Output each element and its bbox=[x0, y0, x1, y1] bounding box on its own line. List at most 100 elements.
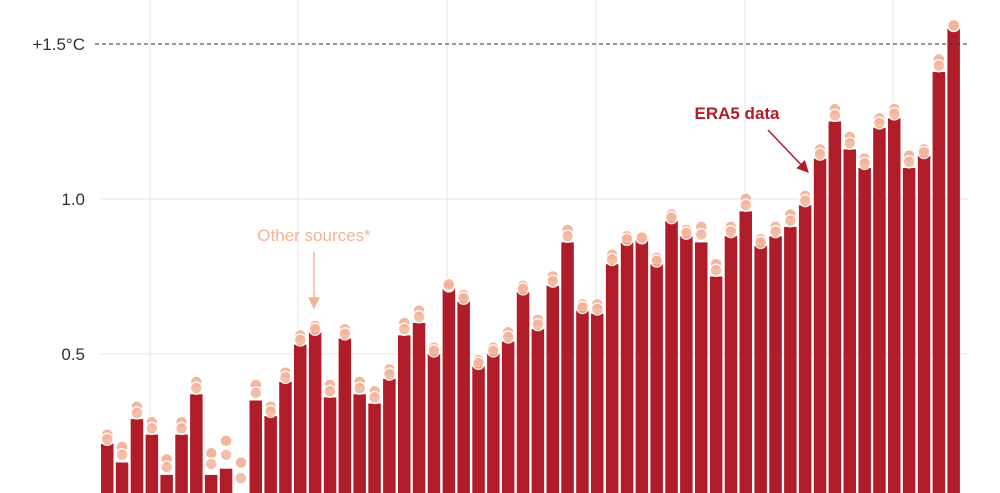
other-sources-dot bbox=[887, 107, 902, 121]
annotation-era5-data: ERA5 data bbox=[694, 104, 780, 123]
other-sources-dot bbox=[278, 370, 293, 385]
other-sources-dot bbox=[828, 108, 842, 123]
era5-bar bbox=[115, 462, 129, 493]
other-sources-dot bbox=[679, 226, 694, 240]
y-tick-label: 0.5 bbox=[61, 345, 85, 364]
other-sources-dot bbox=[694, 227, 709, 242]
other-sources-dot bbox=[486, 344, 501, 358]
other-sources-dot bbox=[783, 213, 798, 228]
other-sources-dot bbox=[739, 198, 753, 212]
annotations: Other sources* ERA5 data bbox=[257, 104, 809, 310]
era5-bar bbox=[308, 332, 322, 493]
era5-bar bbox=[412, 323, 426, 493]
era5-bar bbox=[353, 394, 366, 493]
era5-bar bbox=[947, 25, 960, 493]
other-sources-dot bbox=[531, 317, 545, 332]
era5-bar bbox=[383, 378, 396, 493]
era5-bar bbox=[546, 285, 559, 493]
era5-bar bbox=[917, 155, 931, 493]
other-sources-dot bbox=[219, 434, 233, 448]
y-axis-ticks: 0.5 1.0 +1.5°C bbox=[32, 35, 85, 364]
other-sources-dot bbox=[798, 193, 812, 208]
era5-bar bbox=[665, 220, 678, 493]
era5-bar bbox=[457, 301, 470, 493]
other-sources-dot bbox=[397, 322, 412, 336]
other-sources-dot bbox=[159, 460, 174, 474]
era5-bar bbox=[576, 310, 589, 493]
era5-bar bbox=[858, 168, 871, 493]
era5-bar bbox=[398, 335, 411, 493]
era5-bar bbox=[101, 443, 114, 493]
annotation-era5-data-arrow bbox=[767, 129, 809, 173]
era5-bar bbox=[680, 236, 693, 493]
other-sources-dot bbox=[204, 457, 218, 471]
era5-bar bbox=[487, 354, 500, 493]
other-sources-dot bbox=[872, 116, 887, 130]
era5-bar bbox=[130, 419, 144, 493]
other-sources-dot bbox=[590, 302, 605, 316]
era5-bar bbox=[739, 211, 752, 493]
other-sources-dot bbox=[724, 224, 738, 239]
other-sources-dot bbox=[946, 18, 961, 33]
annotation-other-sources: Other sources* bbox=[257, 226, 371, 245]
era5-bar bbox=[902, 168, 916, 493]
y-tick-label: 1.0 bbox=[61, 190, 85, 209]
other-sources-dot bbox=[323, 384, 337, 398]
era5-bar bbox=[724, 236, 738, 493]
era5-bar bbox=[709, 276, 723, 493]
other-sources-dot bbox=[234, 471, 248, 485]
era5-bar bbox=[650, 264, 663, 493]
other-sources-dot bbox=[917, 145, 931, 160]
other-sources-dot bbox=[709, 263, 723, 278]
other-sources-dot bbox=[649, 254, 664, 268]
era5-bar bbox=[932, 71, 946, 493]
other-sources-dot bbox=[471, 356, 486, 371]
era5-bar bbox=[620, 242, 634, 493]
other-sources-dot bbox=[382, 367, 397, 381]
other-sources-dot bbox=[546, 274, 560, 288]
other-sources-dot bbox=[352, 381, 367, 395]
era5-bar bbox=[501, 341, 515, 493]
era5-bar bbox=[561, 242, 574, 493]
era5-bar bbox=[175, 434, 188, 493]
era5-bar bbox=[442, 282, 456, 493]
other-sources-dot bbox=[412, 310, 426, 324]
era5-bar bbox=[204, 474, 218, 493]
era5-bar bbox=[368, 403, 381, 493]
era5-bar bbox=[784, 226, 797, 493]
era5-bar bbox=[472, 366, 485, 493]
other-sources-dot bbox=[516, 282, 530, 296]
other-sources-dot bbox=[100, 432, 115, 447]
other-sources-dot bbox=[813, 147, 827, 161]
era5-bar bbox=[769, 236, 782, 493]
era5-bar bbox=[323, 397, 337, 493]
other-sources-dot bbox=[427, 344, 441, 358]
bars bbox=[101, 25, 960, 493]
other-sources-dot bbox=[620, 232, 634, 247]
other-sources-dot bbox=[442, 277, 456, 292]
other-sources-dot bbox=[456, 291, 471, 305]
era5-bar bbox=[145, 434, 159, 493]
era5-bar bbox=[888, 118, 901, 493]
era5-bar bbox=[873, 127, 886, 493]
era5-bar bbox=[249, 400, 262, 493]
other-sources-dot bbox=[234, 455, 248, 470]
other-sources-dot bbox=[857, 156, 872, 171]
era5-bar bbox=[279, 381, 292, 493]
era5-bar bbox=[813, 158, 827, 493]
era5-bar bbox=[338, 338, 352, 493]
era5-bar bbox=[754, 245, 767, 493]
era5-bar bbox=[190, 394, 203, 493]
era5-bar bbox=[798, 205, 812, 493]
other-sources-dot bbox=[753, 235, 768, 250]
other-sources-dot bbox=[664, 210, 679, 225]
era5-bar bbox=[219, 468, 233, 493]
other-sources-dot bbox=[635, 231, 649, 245]
other-sources-dot bbox=[575, 300, 590, 315]
y-tick-label: +1.5°C bbox=[32, 35, 85, 54]
other-sources-dot bbox=[605, 252, 619, 267]
other-sources-dot bbox=[768, 224, 783, 239]
other-sources-dot bbox=[219, 448, 233, 462]
other-sources-dot bbox=[189, 381, 204, 395]
era5-bar bbox=[605, 264, 619, 493]
